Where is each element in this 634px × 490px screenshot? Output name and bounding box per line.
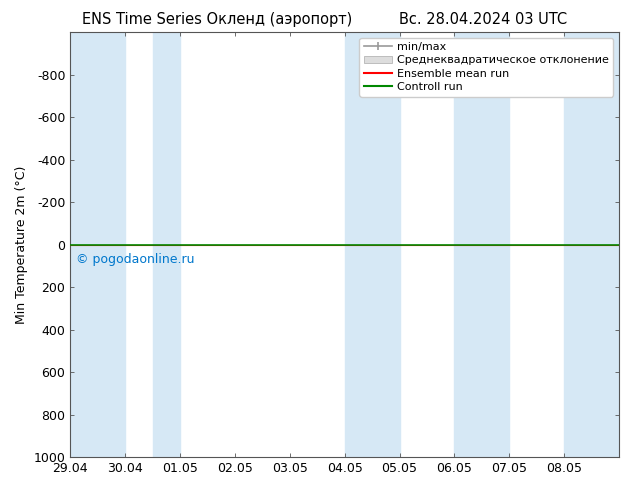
Bar: [345, 32, 399, 457]
Bar: [564, 32, 619, 457]
Legend: min/max, Среднеквадратическое отклонение, Ensemble mean run, Controll run: min/max, Среднеквадратическое отклонение…: [359, 38, 614, 97]
Bar: [153, 32, 180, 457]
Bar: [70, 32, 125, 457]
Y-axis label: Min Temperature 2m (°C): Min Temperature 2m (°C): [15, 166, 28, 324]
Text: Вс. 28.04.2024 03 UTC: Вс. 28.04.2024 03 UTC: [399, 12, 567, 27]
Text: © pogodaonline.ru: © pogodaonline.ru: [76, 253, 194, 266]
Text: ENS Time Series Окленд (аэропорт): ENS Time Series Окленд (аэропорт): [82, 12, 353, 27]
Bar: [455, 32, 509, 457]
